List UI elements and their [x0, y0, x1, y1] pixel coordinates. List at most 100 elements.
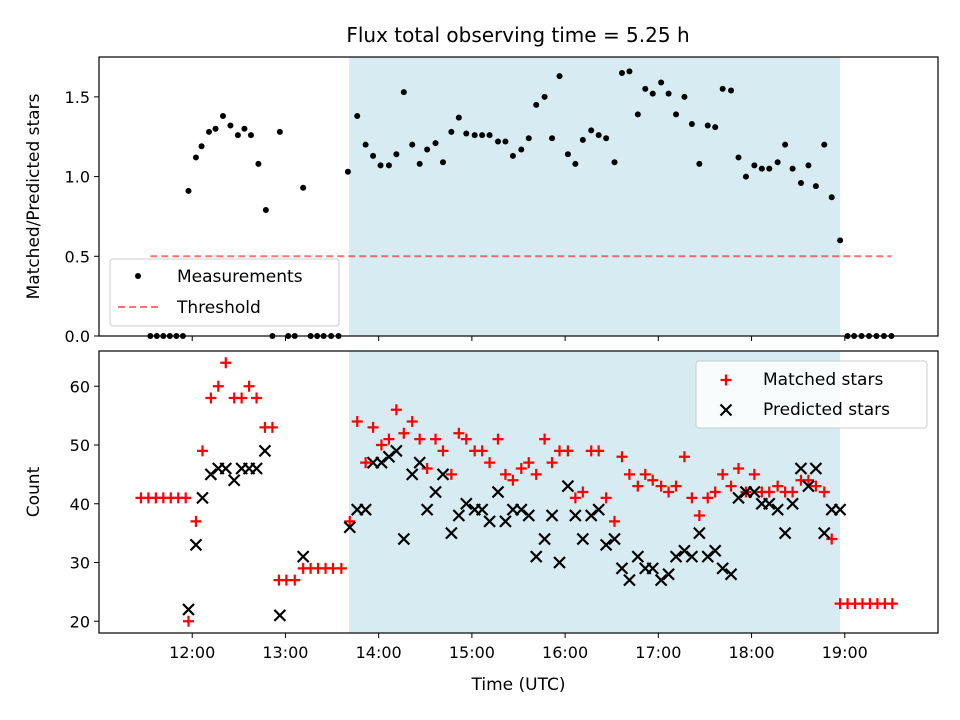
predicted-star-point — [250, 462, 263, 475]
predicted-star-point — [771, 503, 784, 516]
matched-star-point — [205, 392, 217, 404]
matched-star-point — [632, 480, 644, 492]
count-panel: 20 30 40 50 60 12:00 13:00 14:00 15:00 16:00 17:0… — [24, 350, 939, 695]
measurement-point — [821, 141, 828, 148]
matched-star-point — [180, 492, 192, 504]
measurements-legend-marker — [135, 273, 141, 279]
matched-star-point — [562, 445, 574, 457]
measurement-point — [234, 132, 241, 139]
predicted-star-point — [522, 509, 536, 522]
measurement-point — [255, 160, 262, 167]
predicted-star-point — [499, 515, 512, 528]
predicted-star-point — [258, 444, 272, 458]
predicted-star-point — [452, 509, 466, 522]
count-panel-frame — [98, 350, 939, 634]
predicted-star-point — [685, 550, 699, 563]
measurement-point — [463, 130, 470, 137]
measurements-legend-label: Measurements — [177, 267, 303, 287]
predicted-star-point — [227, 473, 241, 487]
measurement-point — [219, 112, 226, 119]
measurement-point — [782, 141, 789, 148]
measurement-point — [658, 79, 665, 86]
predicted-star-point — [662, 567, 675, 581]
measurement-point — [212, 125, 219, 132]
matched-star-point — [220, 357, 232, 369]
matched-star-point — [351, 416, 363, 427]
predicted-star-point — [809, 462, 823, 475]
measurement-point — [354, 112, 361, 119]
matched-star-point — [787, 486, 799, 498]
matched-star-point — [182, 615, 194, 627]
matched-star-point — [243, 380, 255, 392]
measurement-point — [247, 132, 254, 139]
matched-star-point — [190, 515, 202, 527]
matched-star-point — [507, 474, 519, 486]
matched-legend-marker — [720, 374, 732, 386]
measurement-point — [681, 93, 688, 100]
measurement-point — [344, 168, 351, 175]
y-tick-label: 1.0 — [65, 168, 90, 187]
measurement-point — [494, 138, 501, 145]
ratio-panel: 0.0 0.5 1.0 1.5 Matched/Predicted stars Mea… — [24, 56, 939, 346]
measurement-point — [370, 152, 377, 159]
ratio-legend: Measurements Threshold — [109, 258, 340, 327]
chart-title: Flux total observing time = 5.25 h — [346, 23, 689, 47]
matched-star-point — [236, 392, 248, 404]
measurement-point — [502, 138, 509, 145]
matched-star-point — [717, 468, 729, 480]
measurement-point — [471, 132, 478, 139]
predicted-star-point — [436, 468, 450, 481]
x-tick-label: 18:00 — [729, 643, 775, 662]
measurement-point — [742, 173, 749, 180]
predicted-star-point — [569, 509, 582, 522]
matched-star-point — [810, 480, 822, 492]
matched-star-point — [725, 480, 737, 492]
measurement-point — [206, 128, 213, 135]
measurement-point — [377, 162, 384, 169]
y-tick-label: 1.5 — [65, 88, 90, 107]
x-tick-label: 15:00 — [449, 643, 495, 662]
measurement-point — [642, 85, 649, 92]
matched-star-point — [577, 486, 589, 498]
predicted-star-point — [623, 573, 636, 587]
measurement-point — [385, 162, 392, 169]
predicted-star-point — [460, 497, 473, 511]
measurement-point — [479, 132, 486, 139]
matched-star-point — [733, 463, 745, 474]
predicted-star-point — [762, 497, 776, 511]
matched-star-point — [693, 510, 705, 521]
matched-star-point — [289, 574, 301, 586]
measurement-point — [751, 162, 758, 169]
measurement-point — [533, 101, 540, 108]
y-ticks: 20 30 40 50 60 — [70, 377, 99, 631]
predicted-star-point — [219, 462, 233, 475]
y-tick-label: 50 — [70, 436, 90, 455]
measurement-point — [198, 143, 205, 150]
matched-star-point — [406, 416, 418, 427]
predicted-star-point — [794, 462, 808, 475]
matched-star-point — [546, 457, 558, 469]
measurement-point — [735, 154, 742, 161]
matched-star-point — [437, 445, 449, 457]
measurement-point — [276, 128, 283, 135]
predicted-star-point — [491, 485, 505, 499]
x-tick-label: 12:00 — [169, 643, 215, 662]
predicted-star-point — [576, 532, 590, 546]
matched-star-point — [335, 562, 347, 574]
measurement-point — [549, 135, 556, 142]
matched-star-point — [445, 468, 457, 480]
matched-star-point — [421, 463, 433, 474]
measurement-point — [579, 136, 586, 143]
matched-star-point — [670, 480, 682, 492]
matched-star-point — [686, 492, 698, 504]
ratio-panel-frame — [98, 56, 939, 337]
measurement-point — [618, 69, 625, 76]
predicted-star-point — [724, 567, 738, 581]
measurement-point — [424, 146, 431, 153]
predicted-star-point — [786, 497, 799, 511]
predicted-star-point — [359, 503, 372, 516]
predicted-star-point — [413, 456, 426, 469]
predicted-star-point — [429, 485, 442, 499]
predicted-star-point — [553, 556, 566, 569]
predicted-legend-label: Predicted stars — [763, 400, 890, 420]
